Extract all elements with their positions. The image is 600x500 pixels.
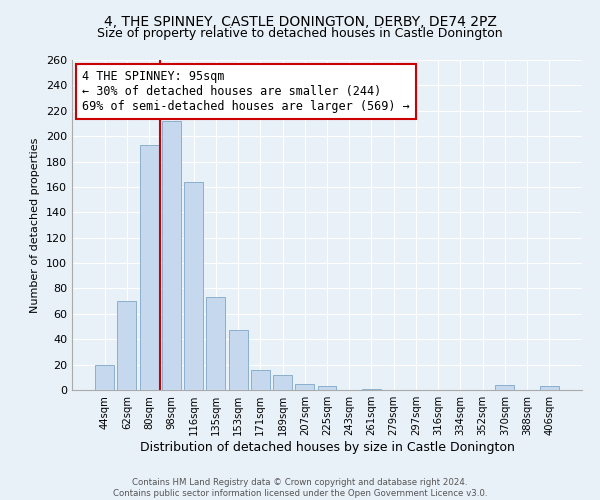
Bar — [317, 386, 337, 390]
Bar — [362, 388, 381, 390]
Text: 4, THE SPINNEY, CASTLE DONINGTON, DERBY, DE74 2PZ: 4, THE SPINNEY, CASTLE DONINGTON, DERBY,… — [104, 15, 496, 29]
Text: 4 THE SPINNEY: 95sqm
← 30% of detached houses are smaller (244)
69% of semi-deta: 4 THE SPINNEY: 95sqm ← 30% of detached h… — [82, 70, 410, 113]
Bar — [295, 384, 314, 390]
Bar — [206, 298, 225, 390]
Text: Size of property relative to detached houses in Castle Donington: Size of property relative to detached ho… — [97, 28, 503, 40]
Bar — [140, 145, 158, 390]
Bar — [95, 364, 114, 390]
X-axis label: Distribution of detached houses by size in Castle Donington: Distribution of detached houses by size … — [140, 441, 514, 454]
Bar — [229, 330, 248, 390]
Bar — [118, 301, 136, 390]
Bar — [273, 375, 292, 390]
Bar — [496, 385, 514, 390]
Bar — [184, 182, 203, 390]
Text: Contains HM Land Registry data © Crown copyright and database right 2024.
Contai: Contains HM Land Registry data © Crown c… — [113, 478, 487, 498]
Bar — [251, 370, 270, 390]
Bar — [540, 386, 559, 390]
Y-axis label: Number of detached properties: Number of detached properties — [31, 138, 40, 312]
Bar — [162, 121, 181, 390]
